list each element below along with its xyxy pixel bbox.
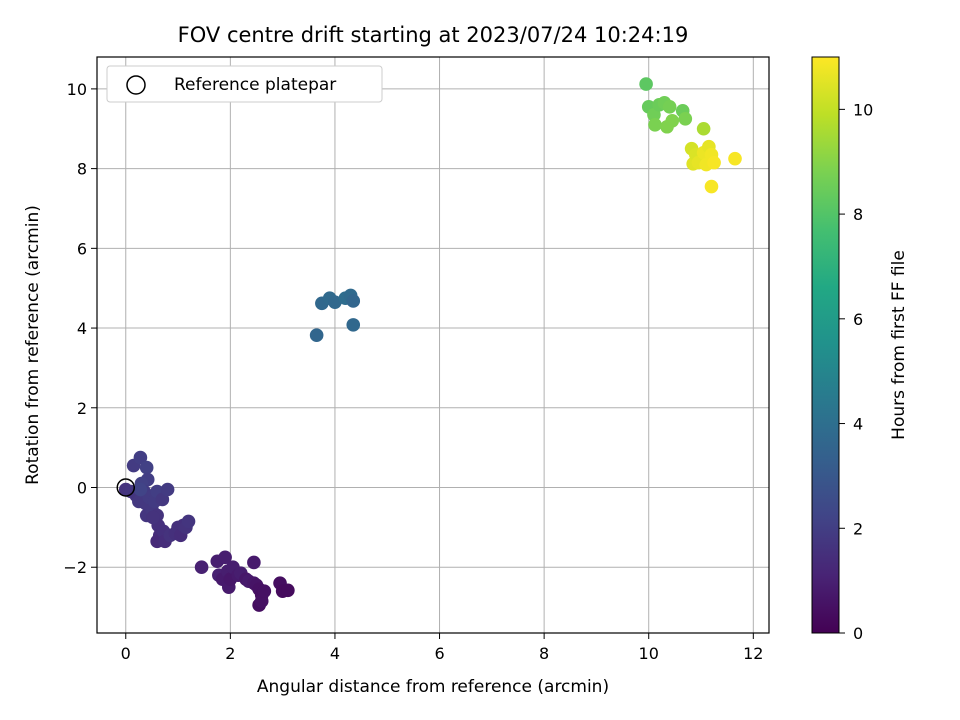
x-tick-label: 2 xyxy=(225,644,235,663)
y-axis-label: Rotation from reference (arcmin) xyxy=(23,205,43,485)
legend-box xyxy=(106,65,383,103)
x-axis-label: Angular distance from reference (arcmin) xyxy=(257,677,609,697)
colorbar-tick-label: 0 xyxy=(853,624,863,643)
data-point xyxy=(346,294,361,308)
data-point xyxy=(665,113,680,128)
colorbar-label: Hours from first FF file xyxy=(889,250,909,440)
y-tick-label: 2 xyxy=(77,399,87,418)
colorbar-tick-label: 6 xyxy=(853,310,863,329)
y-tick-label: 6 xyxy=(77,239,87,258)
data-point xyxy=(155,492,170,507)
colorbar-tick-label: 10 xyxy=(853,100,873,119)
colorbar-tick-label: 4 xyxy=(853,415,863,434)
legend-open-circle-icon xyxy=(126,75,146,95)
y-tick-label: 0 xyxy=(77,479,87,498)
data-point xyxy=(728,151,742,166)
data-point xyxy=(160,482,175,497)
data-point xyxy=(309,328,324,343)
data-point xyxy=(133,482,148,497)
x-axis-ticks: 0 2 4 6 8 10 12 xyxy=(121,633,763,663)
colorbar: 0 2 4 6 8 10 Hours from first FF file xyxy=(811,56,909,643)
reference-marker xyxy=(116,478,136,497)
x-tick-label: 0 xyxy=(121,644,131,663)
data-point xyxy=(707,155,721,170)
chart-title: FOV centre drift starting at 2023/07/24 … xyxy=(178,23,689,47)
data-point xyxy=(247,555,261,570)
colorbar-gradient xyxy=(811,56,840,634)
data-point xyxy=(639,77,653,91)
y-tick-label: −2 xyxy=(63,558,87,577)
y-tick-label: 8 xyxy=(77,160,87,179)
reference-point xyxy=(116,478,136,497)
y-tick-label: 10 xyxy=(67,80,87,99)
data-point xyxy=(257,584,272,598)
data-point xyxy=(647,107,661,122)
data-point xyxy=(678,111,693,126)
x-tick-label: 12 xyxy=(743,644,763,663)
data-point xyxy=(662,100,677,114)
legend-label: Reference platepar xyxy=(174,75,336,95)
x-tick-label: 10 xyxy=(639,644,659,663)
x-tick-label: 8 xyxy=(539,644,549,663)
data-point xyxy=(696,121,711,136)
data-point xyxy=(218,550,232,565)
data-point xyxy=(139,460,154,475)
x-tick-label: 4 xyxy=(330,644,340,663)
legend: Reference platepar xyxy=(106,65,383,103)
data-points xyxy=(118,77,742,612)
data-point xyxy=(346,318,361,332)
data-point xyxy=(648,117,662,132)
data-point xyxy=(194,560,209,575)
data-point xyxy=(181,514,196,529)
colorbar-tick-label: 2 xyxy=(853,519,863,538)
data-point xyxy=(146,510,160,525)
y-axis-ticks: −2 0 2 4 6 8 10 xyxy=(63,80,97,577)
colorbar-ticks: 0 2 4 6 8 10 xyxy=(839,100,873,643)
colorbar-tick-label: 8 xyxy=(853,205,863,224)
data-point xyxy=(281,583,295,598)
data-point xyxy=(133,450,148,465)
x-tick-label: 6 xyxy=(434,644,444,663)
grid-lines xyxy=(97,57,769,633)
y-tick-label: 4 xyxy=(77,319,87,338)
data-point xyxy=(704,179,719,194)
plot-frame xyxy=(96,56,770,634)
data-point xyxy=(328,295,342,309)
